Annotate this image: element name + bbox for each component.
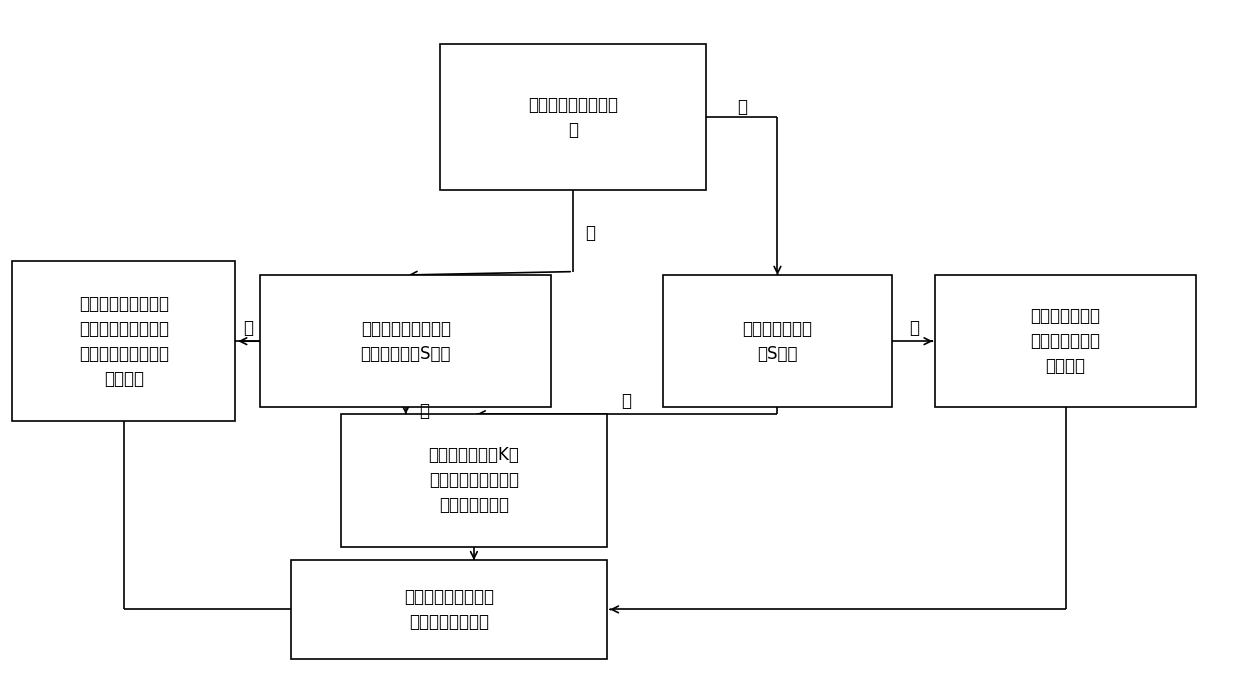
Text: 否: 否 (908, 318, 919, 337)
Text: 是: 是 (621, 392, 631, 409)
Text: 否: 否 (243, 318, 253, 337)
Bar (260, 275, 551, 407)
Text: 行驶里程是否超
过S公里: 行驶里程是否超 过S公里 (742, 320, 813, 363)
Bar (291, 560, 607, 659)
Text: 是: 是 (737, 98, 747, 116)
Bar (12, 261, 235, 421)
Bar (663, 275, 892, 407)
Text: 否: 否 (585, 223, 596, 242)
Text: 当前驾驶循环的行驶
里程是否大于S公里: 当前驾驶循环的行驶 里程是否大于S公里 (361, 320, 451, 363)
Text: 基于综合能耗计
算当前时刻的每
公里能耗: 基于综合能耗计 算当前时刻的每 公里能耗 (1031, 307, 1100, 375)
Bar (341, 414, 607, 547)
Text: 是否为第一个驾驶循
环: 是否为第一个驾驶循 环 (528, 96, 618, 139)
Bar (440, 44, 706, 190)
Text: 基于上一驾驶循环最
后记录的每公里能耗
来计算当前时刻的每
公里能耗: 基于上一驾驶循环最 后记录的每公里能耗 来计算当前时刻的每 公里能耗 (79, 295, 169, 388)
Text: 基于每公里能耗来估
算当前的续航里程: 基于每公里能耗来估 算当前的续航里程 (404, 588, 494, 631)
Text: 基于当前保存的K组
能耗值来计算当前时
刻的每公里能耗: 基于当前保存的K组 能耗值来计算当前时 刻的每公里能耗 (429, 446, 519, 515)
Bar (935, 275, 1196, 407)
Text: 是: 是 (419, 402, 430, 420)
